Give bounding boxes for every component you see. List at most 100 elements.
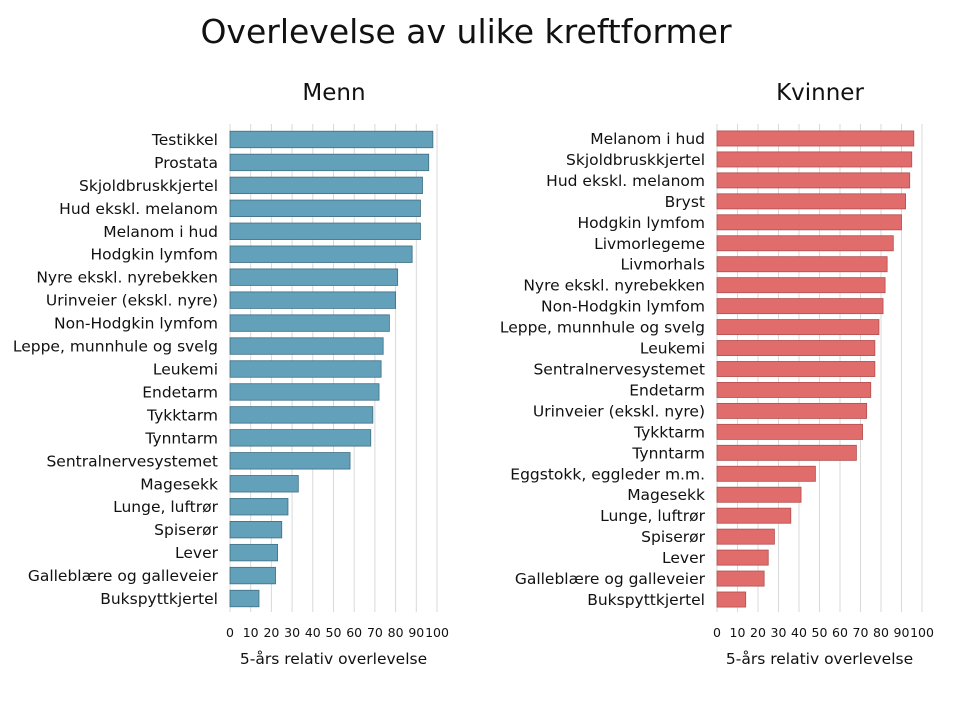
x-tick-label-women: 50 [812,625,828,640]
x-tick-label-women: 60 [832,625,848,640]
category-label-men: Leppe, munnhule og svelg [13,338,218,356]
bar-women [716,465,816,482]
category-label-men: Bukspyttkjertel [100,590,218,608]
bar-men [229,566,276,585]
bar-men [229,176,423,195]
x-tick-label-men: 20 [263,625,279,640]
bar-women [716,151,913,168]
bar-women [716,423,863,440]
x-tick-label-men: 100 [425,625,449,640]
category-label-men: Magesekk [140,475,218,493]
bar-women [716,549,769,566]
x-tick-label-men: 10 [243,625,259,640]
category-label-men: Melanom i hud [103,223,218,241]
bar-women [716,382,872,398]
category-label-women: Hodgkin lymfom [578,214,705,232]
category-label-women: Bryst [665,193,705,211]
category-label-men: Nyre ekskl. nyrebekken [36,269,218,287]
bar-men [229,199,421,217]
bar-women [716,528,775,545]
bar-men [229,245,413,263]
bar-women [716,298,884,315]
panel-title-women: Kvinner [776,80,864,106]
bar-men [229,383,380,401]
bar-men [229,429,372,447]
bar-women [716,402,868,419]
bar-women [716,193,907,210]
category-label-women: Nyre ekskl. nyrebekken [523,277,705,295]
category-label-women: Melanom i hud [590,130,705,148]
category-label-men: Hodgkin lymfom [91,246,218,264]
category-label-men: Leukemi [153,361,218,379]
category-label-women: Non-Hodgkin lymfom [541,298,705,316]
category-label-men: Testikkel [151,131,218,149]
x-axis-title-men: 5-års relativ overlevelse [240,650,427,668]
bar-men [229,222,421,240]
x-tick-label-women: 30 [771,625,787,640]
x-tick-label-women: 70 [853,625,869,640]
x-tick-label-men: 80 [388,625,404,640]
category-label-women: Livmorhals [620,256,705,274]
bar-women [716,486,802,503]
category-label-women: Endetarm [629,381,705,399]
bar-men [229,589,260,608]
bar-women [716,172,911,189]
x-tick-label-men: 0 [226,625,234,640]
x-tick-label-men: 30 [284,625,300,640]
category-label-men: Lunge, luftrør [113,498,218,516]
bar-women [716,507,792,524]
category-label-men: Skjoldbruskkjertel [79,177,218,195]
x-tick-label-women: 100 [910,625,934,640]
panel-title-men: Menn [302,80,365,106]
category-label-women: Tynntarm [631,444,705,462]
category-label-men: Galleblære og galleveier [28,567,219,585]
category-label-men: Tykktarm [146,406,218,424]
category-label-women: Lever [662,549,706,567]
x-tick-label-men: 90 [408,625,424,640]
x-tick-label-women: 90 [894,625,910,640]
bar-women [716,570,765,587]
bar-women [716,319,880,336]
category-label-women: Magesekk [627,486,705,504]
bar-men [229,291,397,309]
category-label-women: Livmorlegeme [594,235,705,253]
category-label-men: Sentralnervesystemet [46,452,218,470]
bar-women [716,444,857,461]
category-label-women: Urinveier (ekskl. nyre) [533,402,705,420]
category-label-men: Urinveier (ekskl. nyre) [46,292,218,310]
bar-women [716,277,886,294]
bar-men [229,314,390,332]
x-tick-label-women: 80 [873,625,889,640]
bar-men [229,337,384,355]
x-tick-label-men: 60 [346,625,362,640]
x-tick-label-women: 10 [730,625,746,640]
category-label-women: Spiserør [641,528,705,546]
bar-women [716,130,915,147]
bar-men [229,360,382,378]
bar-men [229,543,279,562]
category-label-women: Galleblære og galleveier [515,570,706,588]
category-label-men: Endetarm [142,383,218,401]
x-tick-label-men: 40 [305,625,321,640]
x-tick-label-women: 20 [750,625,766,640]
chart-title: Overlevelse av ulike kreftformer [200,12,732,51]
bar-men [229,452,351,470]
bar-women [716,214,902,231]
category-label-women: Sentralnervesystemet [533,361,705,379]
x-tick-label-women: 0 [713,625,721,640]
category-label-men: Spiserør [154,521,218,539]
x-tick-label-men: 70 [367,625,383,640]
category-label-men: Prostata [154,154,218,172]
category-label-women: Tykktarm [633,423,705,441]
category-label-women: Eggstokk, eggleder m.m. [510,465,705,483]
category-label-men: Non-Hodgkin lymfom [54,315,218,333]
bar-men [229,130,434,149]
category-label-women: Lunge, luftrør [600,507,705,525]
category-label-men: Tynntarm [144,429,218,447]
bar-men [229,153,430,172]
bar-women [716,340,876,356]
x-tick-label-men: 50 [326,625,342,640]
bar-women [716,591,747,608]
category-label-women: Bukspyttkjertel [587,591,705,609]
bar-men [229,406,374,424]
